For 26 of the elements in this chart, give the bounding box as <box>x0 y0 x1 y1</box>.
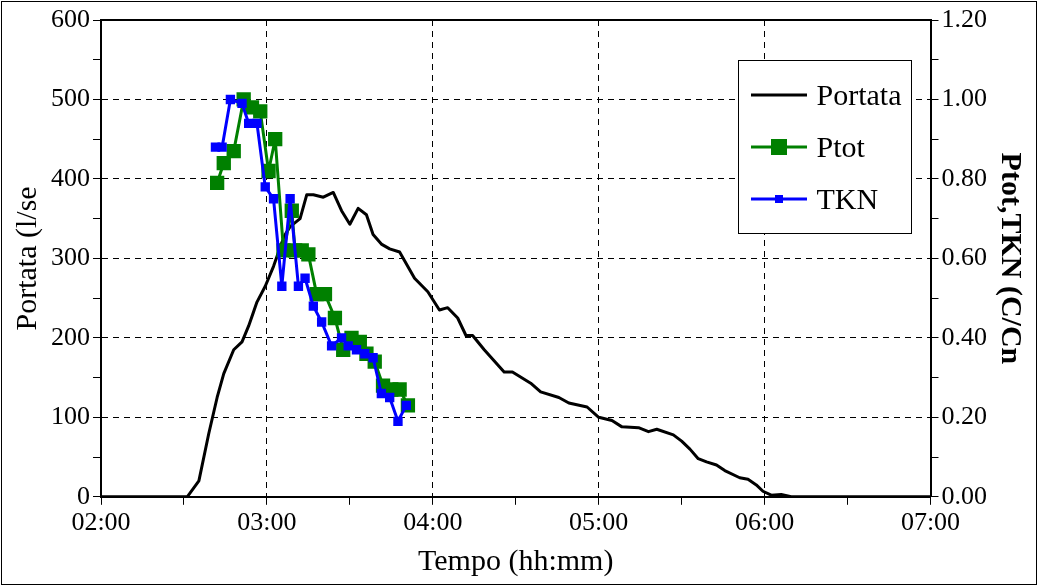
y-tick-label: 400 <box>51 162 90 192</box>
x-tick-label: 06:00 <box>734 507 795 537</box>
y-tick-label: 0 <box>77 480 90 510</box>
y2-tick-label: 0.80 <box>941 162 987 192</box>
y2-axis-title: Ptot,TKN (C/Cn <box>995 152 1030 365</box>
y2-tick-label: 1.20 <box>941 3 987 33</box>
x-tick-label: 05:00 <box>569 507 629 537</box>
x-axis-title: Tempo (hh:mm) <box>418 542 614 577</box>
x-tick-label: 02:00 <box>71 507 131 537</box>
x-tick-label: 04:00 <box>403 507 463 537</box>
y-tick-label: 100 <box>51 401 90 431</box>
y2-tick-label: 0.40 <box>941 321 987 351</box>
y-axis-title: Portata (l/se <box>8 186 43 331</box>
legend-label: Portata <box>816 78 902 112</box>
y2-tick-label: 0.20 <box>941 401 987 431</box>
y2-tick-label: 1.00 <box>941 83 987 113</box>
y2-tick-label: 0.60 <box>941 242 987 272</box>
legend-label: TKN <box>816 182 879 216</box>
y-tick-label: 500 <box>51 83 90 113</box>
y-tick-label: 300 <box>51 242 90 272</box>
legend-label: Ptot <box>816 130 865 164</box>
y2-tick-label: 0.00 <box>941 480 987 510</box>
x-tick-label: 07:00 <box>900 507 961 537</box>
x-tick-label: 03:00 <box>237 507 297 537</box>
y-tick-label: 200 <box>51 321 90 351</box>
y-tick-label: 600 <box>51 3 90 33</box>
